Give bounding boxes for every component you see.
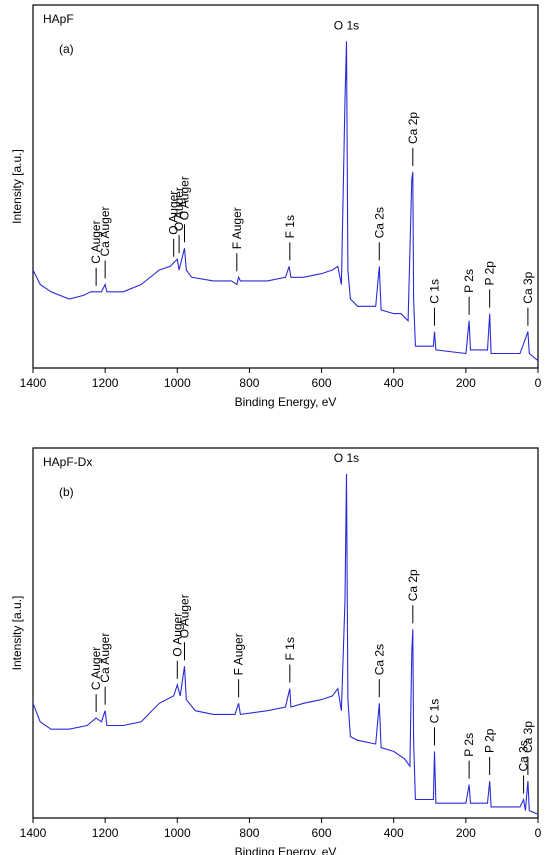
peak-label: C 1s (427, 279, 441, 304)
x-tick-label: 0 (535, 826, 542, 840)
x-tick-label: 1000 (164, 826, 191, 840)
peak-label: Ca 3p (521, 721, 535, 753)
peak-label: F 1s (283, 215, 297, 238)
peak-label: O Auger (172, 187, 186, 231)
peak-label: O Auger (178, 594, 192, 638)
x-tick-label: 400 (384, 376, 404, 390)
panel-title: HApF (43, 12, 74, 26)
x-tick-label: 1000 (164, 376, 191, 390)
peak-label: C 1s (427, 699, 441, 724)
x-tick-label: 1400 (20, 826, 47, 840)
peak-label: O Auger (167, 191, 181, 235)
peak-label: O 1s (334, 451, 359, 465)
x-tick-label: 600 (312, 376, 332, 390)
peak-label: Ca Auger (98, 633, 112, 683)
peak-label: C Auger (89, 647, 103, 690)
panel-title: HApF-Dx (43, 455, 92, 469)
peak-label: P 2s (462, 733, 476, 757)
panel-label: (b) (59, 485, 74, 499)
x-axis-label: Binding Energy, eV (235, 845, 337, 855)
x-tick-label: 600 (312, 826, 332, 840)
x-tick-label: 200 (456, 376, 476, 390)
spectrum-line (32, 473, 539, 815)
x-tick-label: 1200 (92, 826, 119, 840)
peak-label: P 2p (483, 728, 497, 753)
y-axis-label: Intensity [a.u.] (10, 149, 24, 224)
x-axis-label: Binding Energy, eV (235, 395, 337, 409)
peak-label: Ca 3s (517, 740, 531, 771)
peak-label: Ca 2p (406, 112, 420, 144)
spectrum-line (32, 41, 539, 362)
peak-label: C Auger (89, 220, 103, 263)
peak-label: F Auger (230, 207, 244, 249)
peak-label: Ca 2s (372, 644, 386, 675)
peak-label: F 1s (283, 637, 297, 660)
peak-label: O Auger (170, 613, 184, 657)
plot-frame (32, 4, 539, 369)
x-tick-label: 0 (535, 376, 542, 390)
peak-label: Ca 3p (521, 271, 535, 303)
x-tick-label: 400 (384, 826, 404, 840)
peak-label: O 1s (334, 18, 359, 32)
x-tick-label: 800 (239, 376, 259, 390)
peak-label: P 2p (483, 261, 497, 286)
peak-label: Ca Auger (98, 206, 112, 256)
peak-label: O Auger (178, 176, 192, 220)
peak-label: Ca 2s (372, 207, 386, 238)
y-axis-label: Intensity [a.u.] (10, 596, 24, 671)
plot-frame (32, 447, 539, 819)
panel-label: (a) (59, 42, 74, 56)
peak-label: P 2s (462, 269, 476, 293)
peak-label: F Auger (232, 633, 246, 675)
x-tick-label: 1400 (20, 376, 47, 390)
x-tick-label: 1200 (92, 376, 119, 390)
peak-label: Ca 2p (406, 569, 420, 601)
x-tick-label: 200 (456, 826, 476, 840)
x-tick-label: 800 (239, 826, 259, 840)
